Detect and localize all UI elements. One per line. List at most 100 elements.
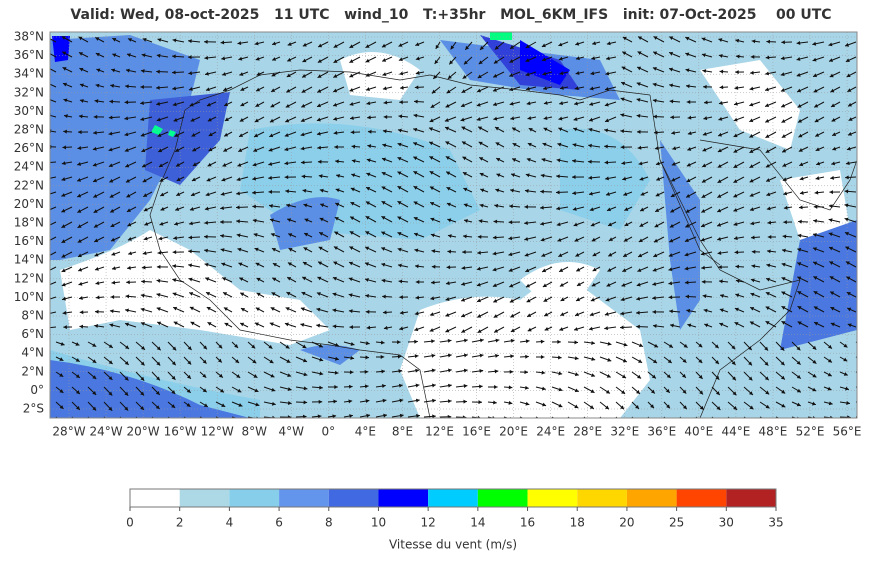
arrow-head: [208, 132, 213, 137]
arrow-head: [367, 115, 371, 120]
arrow-head: [719, 279, 723, 284]
arrow-head: [270, 373, 275, 378]
arrow-head: [125, 345, 130, 349]
arrow-head: [606, 56, 610, 61]
arrow-head: [478, 141, 483, 146]
arrow-head: [240, 322, 245, 327]
arrow-head: [367, 144, 372, 149]
arrow-head: [256, 87, 261, 92]
arrow-head: [816, 161, 821, 166]
arrow-head: [465, 45, 470, 50]
arrow-head: [670, 193, 675, 197]
arrow-head: [287, 218, 292, 223]
arrow-head: [155, 405, 160, 410]
arrow-head: [205, 87, 210, 92]
arrow-head: [796, 41, 801, 45]
arrow-head: [703, 308, 708, 313]
arrow-head: [126, 53, 131, 58]
arrow-head: [62, 296, 66, 301]
arrow-head: [575, 56, 580, 61]
arrow-head: [780, 375, 785, 380]
arrow-head: [240, 308, 245, 312]
arrow-head: [622, 36, 627, 41]
arrow-head: [701, 53, 706, 58]
arrow-head: [652, 296, 656, 300]
arrow-head: [509, 204, 513, 209]
arrow-head: [605, 176, 609, 181]
arrow-head: [96, 68, 101, 73]
arrow-head: [510, 338, 515, 343]
arrow-head: [797, 88, 802, 93]
arrow-head: [686, 193, 691, 198]
arrow-head: [589, 207, 594, 212]
arrow-head: [205, 71, 209, 76]
lon-label: 12°E: [425, 425, 454, 439]
arrow-head: [814, 321, 819, 326]
arrow-head: [239, 133, 244, 137]
arrow-head: [45, 283, 49, 287]
arrow-head: [591, 56, 596, 61]
arrow-head: [541, 57, 546, 62]
arrow-head: [686, 178, 691, 183]
arrow-head: [413, 142, 418, 146]
arrow-head: [812, 359, 817, 364]
arrow-head: [416, 413, 420, 418]
arrow-head: [796, 57, 801, 61]
arrow-shaft: [50, 266, 57, 271]
arrow-head: [781, 403, 786, 408]
arrow-head: [172, 264, 177, 269]
arrow-head: [590, 222, 595, 227]
arrow-head: [703, 84, 707, 89]
arrow-head: [413, 156, 418, 161]
arrow-head: [527, 116, 532, 120]
arrow-head: [797, 119, 803, 123]
arrow-head: [188, 263, 193, 268]
arrow-head: [734, 307, 739, 312]
arrow-head: [220, 233, 224, 238]
arrow-head: [749, 405, 754, 410]
arrow-head: [285, 118, 290, 123]
arrow-head: [286, 73, 291, 78]
arrow-head: [236, 374, 241, 378]
arrow-head: [812, 373, 817, 378]
arrow-head: [302, 58, 307, 63]
arrow-head: [445, 141, 450, 145]
arrow-head: [845, 42, 850, 47]
arrow-head: [300, 118, 305, 123]
arrow-head: [797, 247, 802, 252]
arrow-head: [749, 178, 754, 183]
arrow-head: [766, 263, 771, 268]
arrow-head: [685, 209, 690, 213]
arrow-head: [95, 281, 100, 286]
arrow-head: [446, 265, 451, 270]
arrow-head: [142, 178, 147, 183]
arrow-head: [94, 252, 99, 257]
arrow-head: [237, 162, 242, 167]
arrow-head: [366, 413, 371, 418]
arrow-head: [397, 157, 402, 161]
arrow-head: [685, 52, 690, 57]
arrow-head: [604, 326, 609, 331]
arrow-head: [701, 209, 706, 213]
arrow-head: [124, 376, 129, 381]
arrow-head: [61, 161, 66, 166]
arrow-head: [719, 308, 724, 313]
arrow-head: [685, 68, 690, 73]
arrow-head: [827, 358, 832, 363]
arrow-head: [382, 72, 387, 77]
arrow-head: [732, 376, 736, 381]
arrow-head: [714, 344, 719, 349]
arrow-head: [286, 359, 291, 363]
arrow-head: [59, 357, 64, 361]
arrow-head: [479, 368, 484, 373]
arrow-head: [558, 56, 563, 61]
arrow-head: [112, 38, 117, 42]
arrow-head: [687, 323, 692, 328]
arrow-head: [540, 339, 545, 344]
arrow-head: [141, 279, 145, 284]
arrow-head: [574, 86, 579, 91]
arrow-head: [93, 178, 98, 183]
arrow-head: [319, 232, 324, 236]
arrow-head: [862, 386, 866, 390]
arrow-head: [574, 238, 579, 242]
